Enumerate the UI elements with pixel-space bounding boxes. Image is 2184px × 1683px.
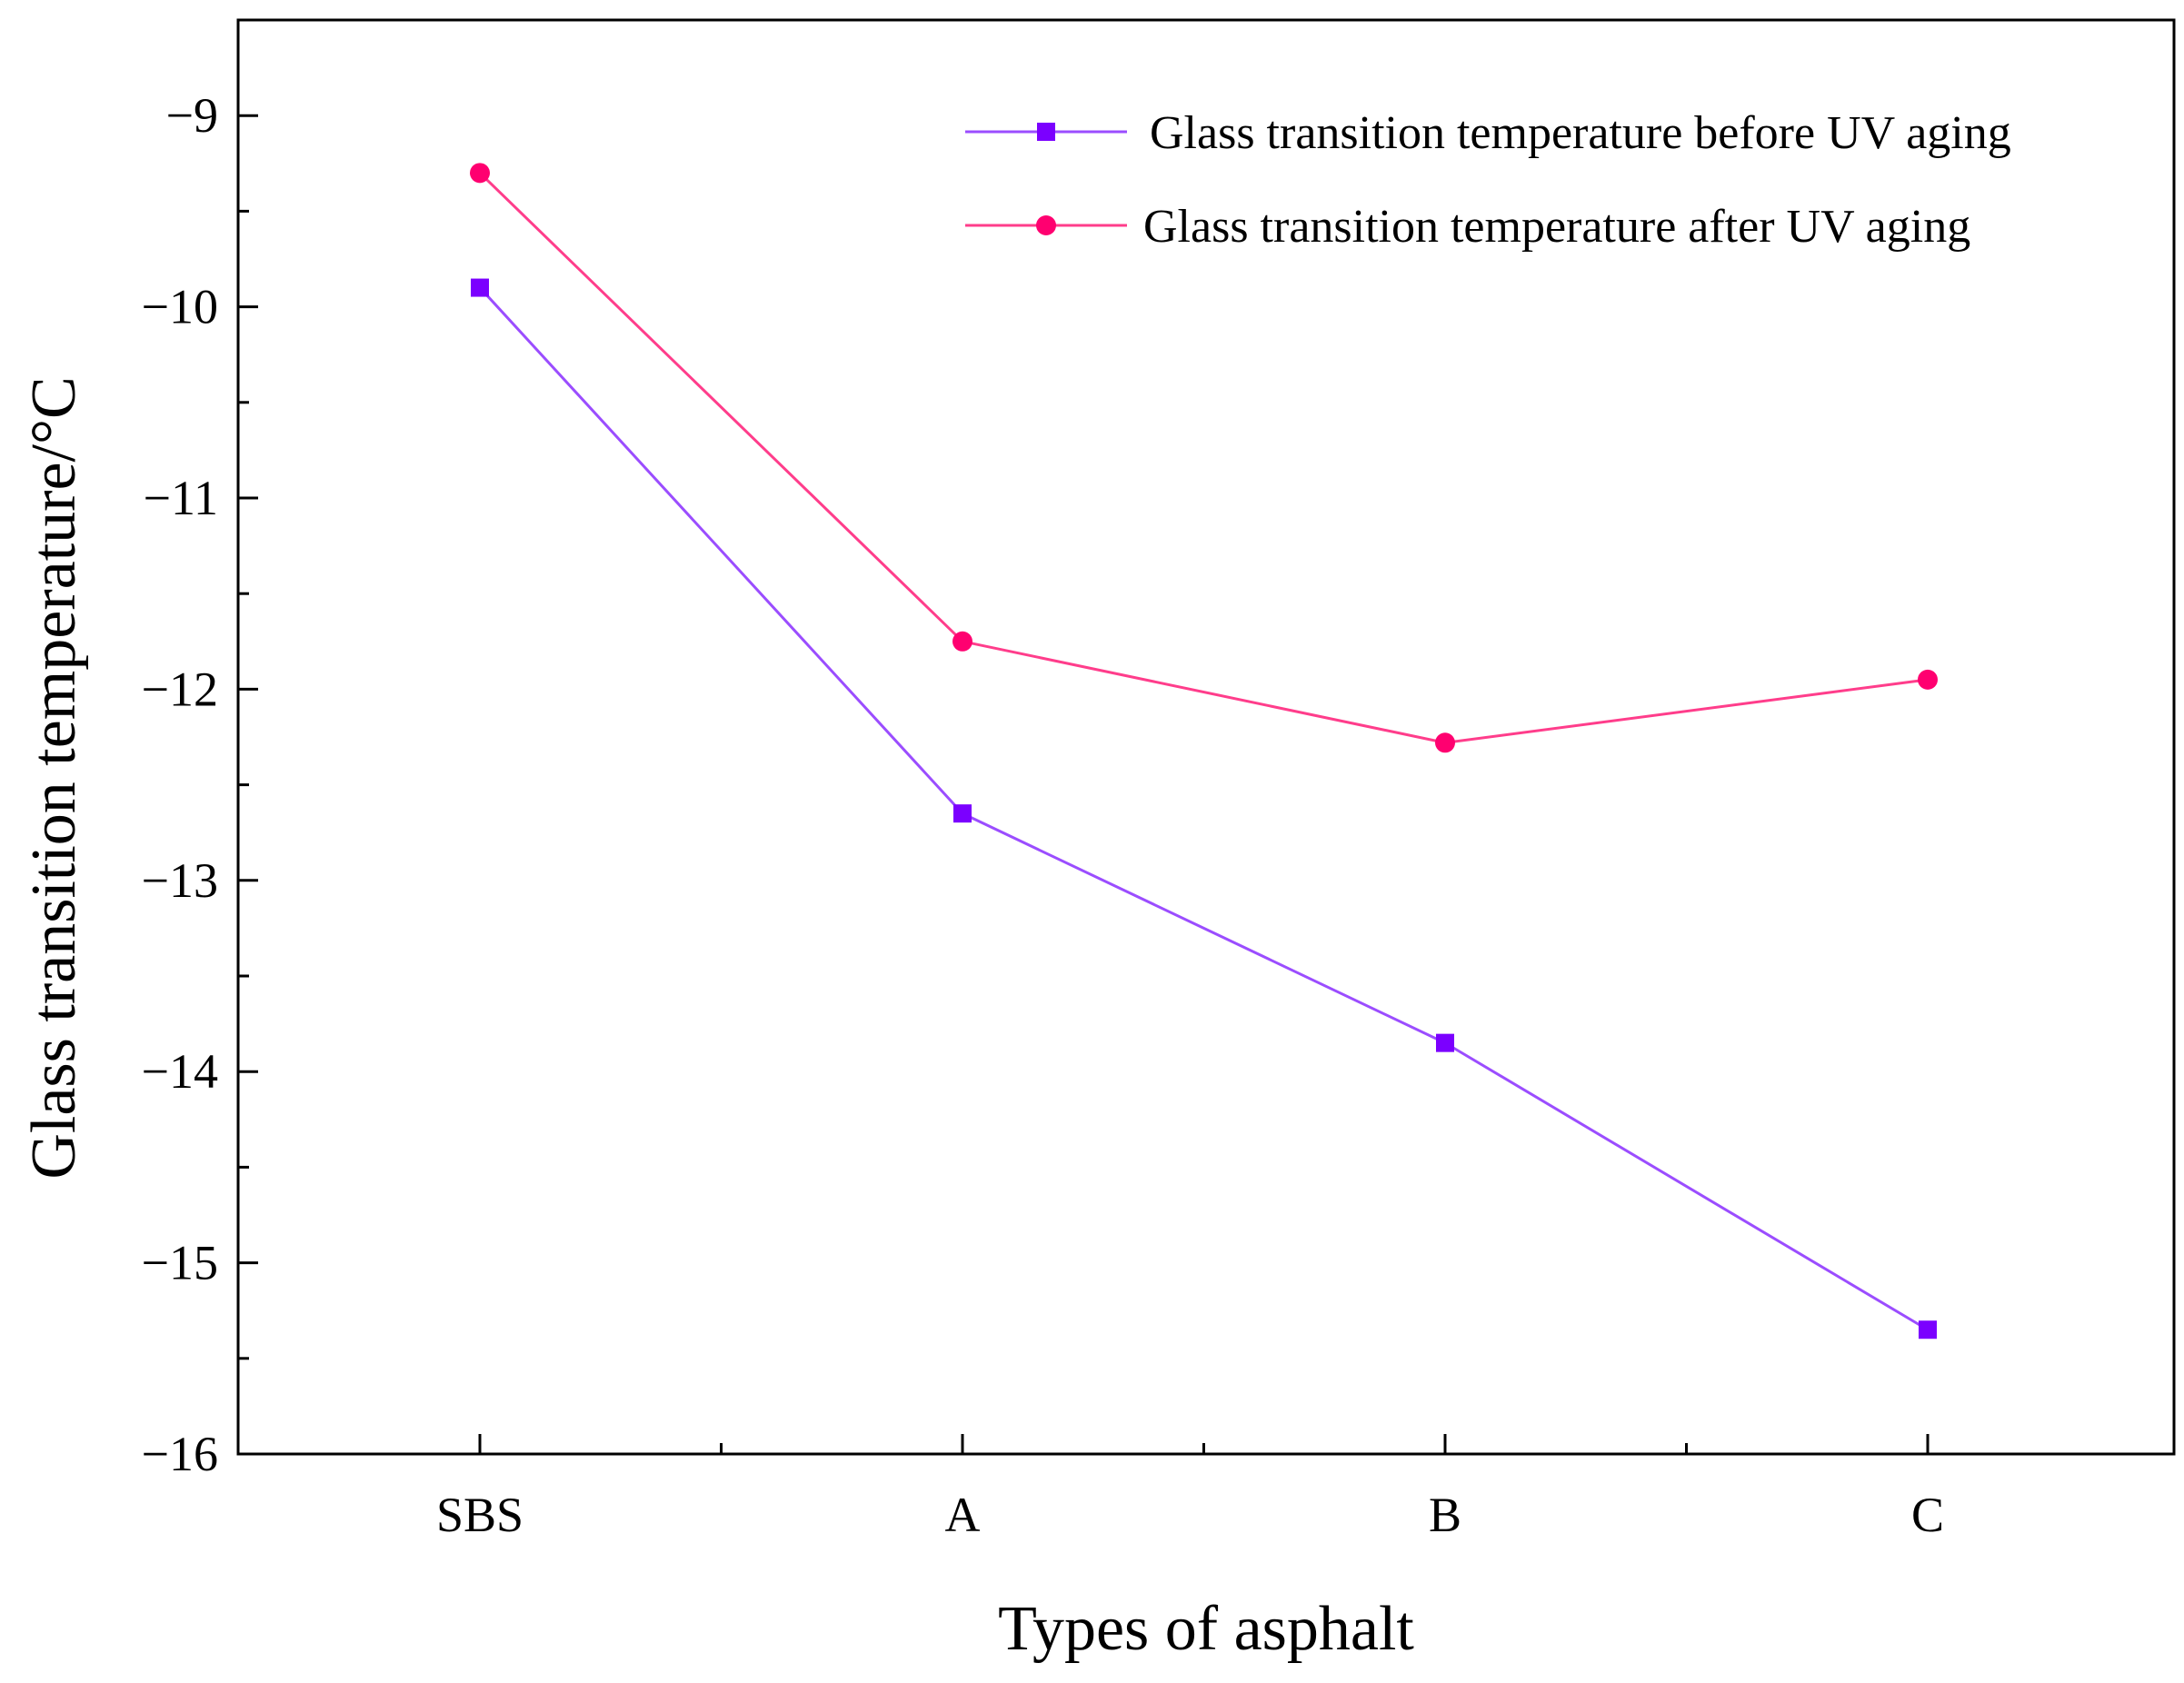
series-line bbox=[478, 286, 1929, 1331]
y-tick-label: −13 bbox=[142, 853, 218, 908]
legend-entry-after-uv: Glass transition temperature after UV ag… bbox=[965, 201, 1970, 253]
legend-label: Glass transition temperature after UV ag… bbox=[1143, 201, 1970, 253]
data-point-circle bbox=[470, 163, 490, 184]
y-axis: −16 −15 −14 −13 −12 −11 −10 −9 bbox=[142, 88, 258, 1481]
x-tick-label-c: C bbox=[1911, 1488, 1944, 1542]
series-after-uv bbox=[470, 163, 1938, 753]
legend-marker-square bbox=[1037, 123, 1055, 141]
legend-entry-before-uv: Glass transition temperature before UV a… bbox=[965, 107, 2011, 159]
legend-label: Glass transition temperature before UV a… bbox=[1150, 107, 2011, 159]
plot-border bbox=[236, 18, 2176, 1456]
y-tick-label: −12 bbox=[142, 662, 218, 716]
x-tick-label-sbs: SBS bbox=[436, 1488, 524, 1542]
y-tick-label: −9 bbox=[166, 88, 218, 143]
y-tick-label: −11 bbox=[144, 471, 218, 525]
series-line bbox=[478, 172, 1929, 744]
x-axis: SBS A B C bbox=[436, 1434, 1944, 1542]
y-tick-label: −15 bbox=[142, 1236, 218, 1290]
data-point-square bbox=[1436, 1033, 1454, 1052]
data-point-square bbox=[953, 804, 972, 823]
y-axis-title: Glass transition temperature/°C bbox=[19, 376, 89, 1179]
x-axis-title: Types of asphalt bbox=[998, 1594, 1414, 1664]
legend: Glass transition temperature before UV a… bbox=[965, 107, 2011, 253]
legend-marker-circle bbox=[1036, 215, 1056, 235]
x-tick-label-b: B bbox=[1429, 1488, 1461, 1542]
x-tick-label-a: A bbox=[945, 1488, 981, 1542]
plot-frame bbox=[236, 18, 2176, 1456]
data-point-circle bbox=[952, 631, 972, 652]
data-point-square bbox=[471, 278, 489, 297]
y-tick-label: −16 bbox=[142, 1427, 218, 1481]
data-point-circle bbox=[1435, 732, 1455, 753]
data-point-circle bbox=[1918, 669, 1938, 690]
series-layer bbox=[470, 163, 1938, 1339]
y-tick-label: −10 bbox=[142, 280, 218, 334]
data-point-square bbox=[1919, 1320, 1937, 1339]
y-tick-label: −14 bbox=[142, 1044, 218, 1099]
series-before-uv bbox=[471, 278, 1937, 1339]
